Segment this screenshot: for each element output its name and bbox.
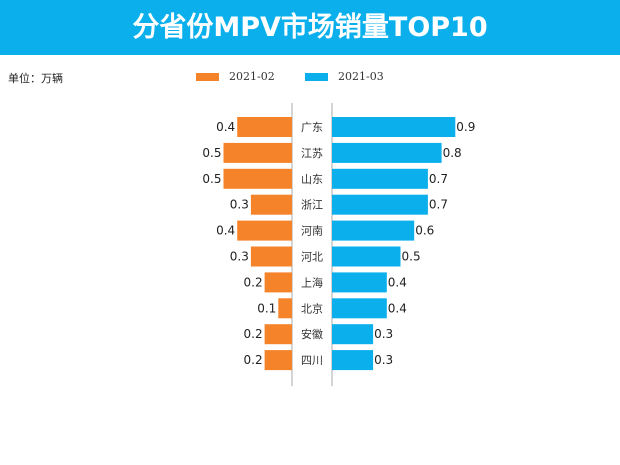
bar-2021-02 [237,117,292,137]
legend-swatch [305,72,328,81]
data-label-2021-02: 0.3 [230,198,249,212]
category-label: 上海 [301,275,323,289]
data-label-2021-02: 0.3 [230,250,249,264]
unit-label: 单位：万辆 [8,72,63,85]
data-label-2021-03: 0.3 [374,353,393,367]
category-label: 浙江 [301,199,323,212]
bar-2021-03 [332,246,401,267]
legend-item-2021-03: 2021-03 [305,70,384,83]
bar-2021-02 [278,298,292,319]
category-label: 广东 [301,121,323,134]
data-label-2021-03: 0.4 [388,301,407,315]
data-label-2021-03: 0.3 [374,327,393,341]
bar-2021-03 [332,272,387,293]
data-label-2021-02: 0.5 [202,146,221,160]
data-label-2021-03: 0.8 [443,146,462,160]
bar-2021-03 [332,168,428,189]
bar-2021-02 [250,246,292,267]
category-label: 四川 [301,354,323,367]
bar-2021-02 [223,168,292,189]
data-label-2021-02: 0.4 [216,224,235,238]
data-label-2021-02: 0.1 [257,301,276,315]
data-label-2021-03: 0.4 [388,275,407,289]
data-label-2021-03: 0.6 [415,224,434,238]
bar-2021-03 [332,220,415,241]
bar-2021-02 [264,350,292,371]
legend-swatch [196,72,219,81]
bar-2021-03 [332,117,456,137]
bar-2021-03 [332,350,374,371]
bar-2021-03 [332,298,387,319]
data-label-2021-03: 0.7 [429,172,448,186]
category-label: 江苏 [301,147,323,160]
bar-2021-02 [264,324,292,345]
bar-2021-02 [264,272,292,293]
bar-2021-03 [332,194,428,215]
legend-label: 2021-02 [229,70,275,83]
category-label: 河南 [301,225,323,238]
bar-2021-03 [332,324,374,345]
data-label-2021-02: 0.2 [244,353,263,367]
bar-2021-03 [332,142,442,163]
data-label-2021-02: 0.2 [244,327,263,341]
bar-2021-02 [223,142,292,163]
data-label-2021-02: 0.2 [244,275,263,289]
bar-2021-02 [237,220,292,241]
data-label-2021-02: 0.5 [202,172,221,186]
chart-title: 分省份MPV市场销量TOP10 [0,0,620,55]
category-label: 河北 [301,251,323,264]
category-label: 山东 [301,173,323,186]
data-label-2021-03: 0.7 [429,198,448,212]
category-label: 北京 [301,301,323,315]
category-label: 安徽 [301,327,323,341]
legend-item-2021-02: 2021-02 [196,70,275,83]
data-label-2021-03: 0.9 [456,120,475,134]
legend-label: 2021-03 [338,70,384,83]
data-label-2021-02: 0.4 [216,120,235,134]
bar-2021-02 [250,194,292,215]
data-label-2021-03: 0.5 [402,250,421,264]
